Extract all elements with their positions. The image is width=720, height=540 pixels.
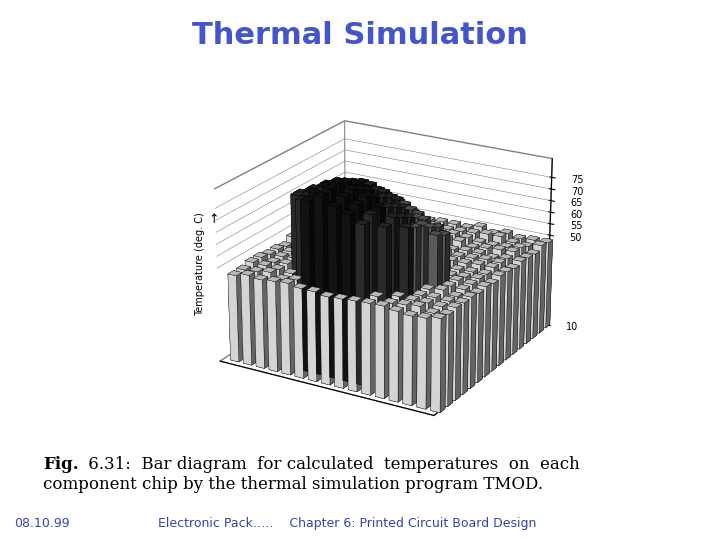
Text: component chip by the thermal simulation program TMOD.: component chip by the thermal simulation… (43, 476, 543, 493)
Text: Thermal Simulation: Thermal Simulation (192, 21, 528, 50)
Text: Temperature (deg. C): Temperature (deg. C) (195, 213, 205, 316)
Text: 08.10.99: 08.10.99 (14, 517, 70, 530)
Text: ↑: ↑ (208, 213, 219, 226)
Text: Electronic Pack…..    Chapter 6: Printed Circuit Board Design: Electronic Pack….. Chapter 6: Printed Ci… (158, 517, 537, 530)
Text: 6.31:  Bar diagram  for calculated  temperatures  on  each: 6.31: Bar diagram for calculated tempera… (83, 456, 580, 473)
Text: Fig.: Fig. (43, 456, 78, 473)
